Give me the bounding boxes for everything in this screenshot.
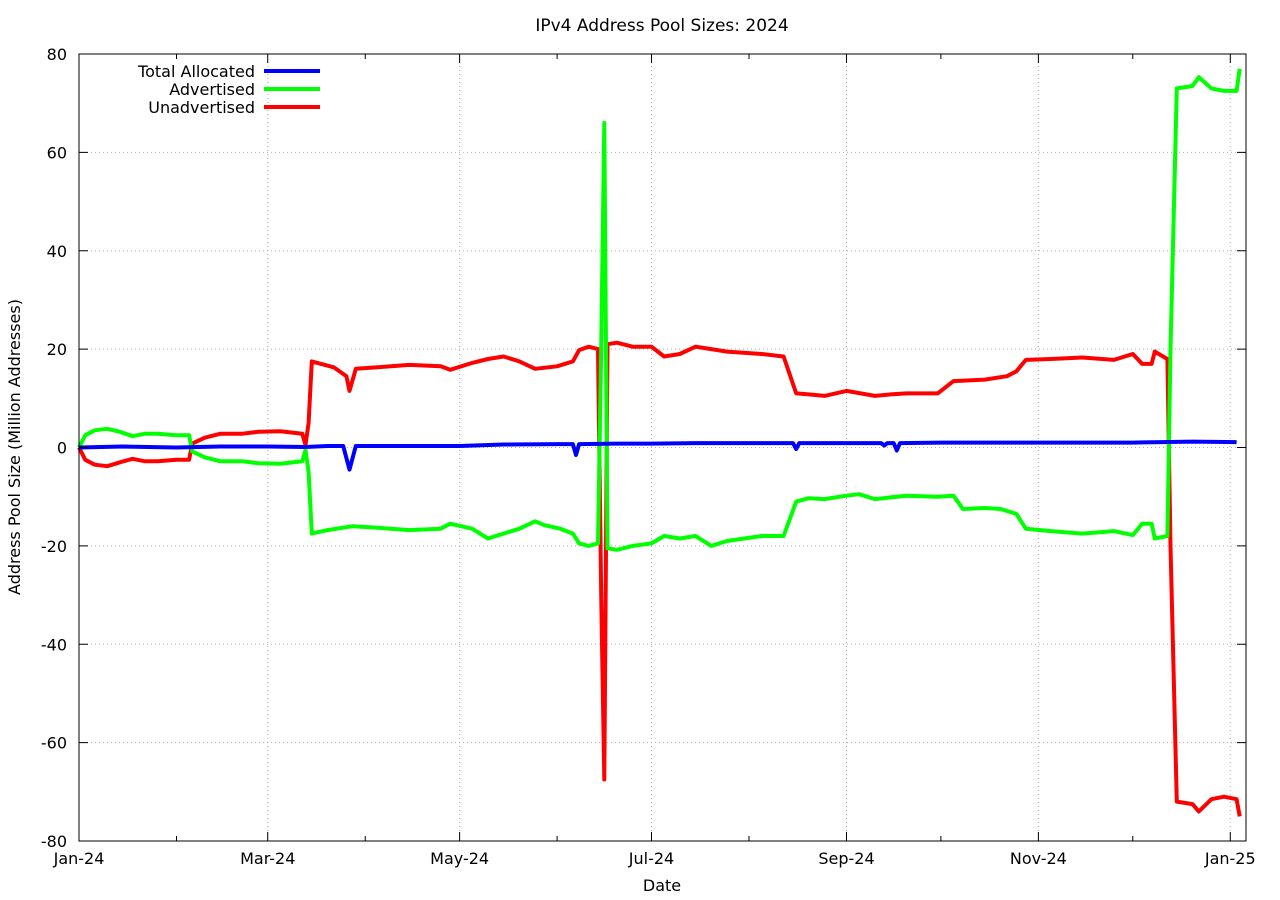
x-tick-label: Jan-24 — [53, 849, 105, 868]
x-tick-label: May-24 — [430, 849, 489, 868]
x-axis-label: Date — [643, 876, 681, 895]
plot-series — [77, 68, 1242, 817]
series-line-advertised — [77, 68, 1242, 552]
grid-lines — [79, 54, 1246, 841]
y-tick-label: 80 — [47, 45, 67, 64]
legend-label-advertised: Advertised — [169, 80, 255, 99]
y-tick-label: 0 — [57, 439, 67, 458]
y-tick-label: -40 — [41, 635, 67, 654]
x-tick-label: Jul-24 — [628, 849, 674, 868]
y-tick-label: 40 — [47, 242, 67, 261]
y-tick-label: -20 — [41, 537, 67, 556]
x-tick-label: Mar-24 — [240, 849, 295, 868]
series-line-unadvertised — [77, 340, 1242, 817]
y-tick-label: -60 — [41, 734, 67, 753]
axis-ticks: -80 -60 -40 -20 0 20 40 60 80 Jan-24 Mar-24 May-24 J… — [41, 45, 1256, 868]
chart-title: IPv4 Address Pool Sizes: 2024 — [535, 16, 788, 36]
x-tick-label: Jan-25 — [1204, 849, 1256, 868]
y-tick-label: 60 — [47, 143, 67, 162]
x-tick-label: Nov-24 — [1010, 849, 1067, 868]
y-tick-label: 20 — [47, 340, 67, 359]
y-axis-label: Address Pool Size (Million Addresses) — [5, 299, 24, 595]
legend-label-unadvertised: Unadvertised — [148, 98, 255, 117]
x-tick-label: Sep-24 — [818, 849, 874, 868]
y-tick-label: -80 — [41, 832, 67, 851]
legend-label-total-allocated: Total Allocated — [137, 62, 255, 81]
series-line-total-allocated — [78, 439, 1237, 472]
